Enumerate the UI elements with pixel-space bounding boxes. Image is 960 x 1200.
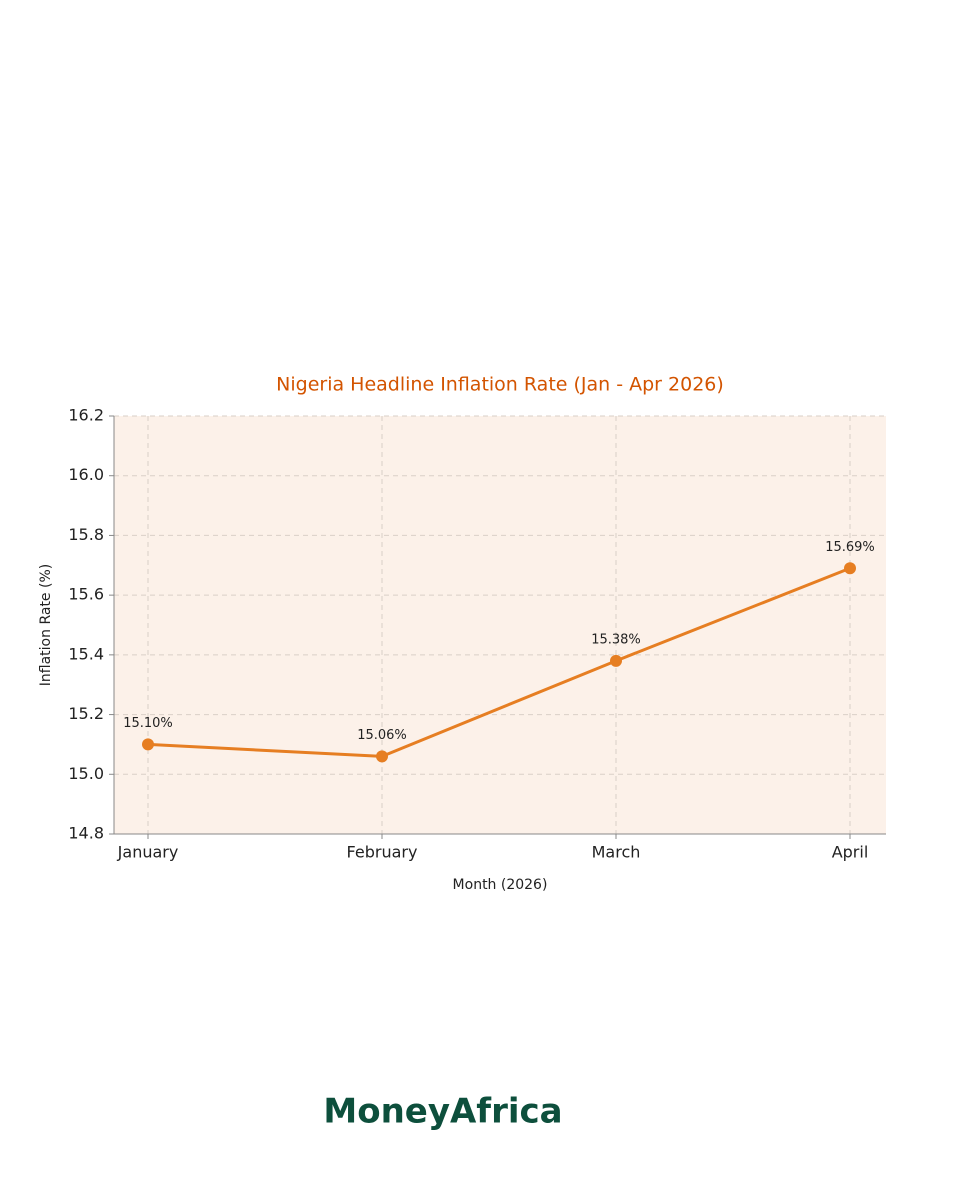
data-point [610,654,622,667]
x-tick-label: January [117,843,179,862]
x-tick-label: March [592,843,641,862]
x-tick-label: February [347,843,418,862]
y-axis-label: Inflation Rate (%) [38,564,54,686]
y-tick-label: 16.0 [68,465,104,484]
y-tick-label: 16.2 [68,406,104,425]
data-point [844,562,856,575]
y-tick-label: 15.8 [68,525,104,544]
line-series [147,566,851,758]
y-tick-label: 15.2 [68,704,104,723]
x-axis-label: Month (2026) [453,877,548,893]
y-tick-label: 15.6 [68,585,104,604]
data-label: 15.38% [591,632,641,647]
data-label: 15.10% [123,716,173,731]
data-point [142,738,154,751]
y-tick-label: 14.8 [68,824,104,843]
x-tick-label: April [832,843,869,862]
plot-area [114,416,886,834]
data-point [376,750,388,763]
brand-logo: MoneyAfrica [323,1092,562,1132]
data-label: 15.06% [357,728,407,743]
y-tick-label: 15.0 [68,764,104,783]
y-tick-label: 15.4 [68,644,104,663]
chart-title: Nigeria Headline Inflation Rate (Jan - A… [276,374,724,396]
data-label: 15.69% [825,540,875,555]
